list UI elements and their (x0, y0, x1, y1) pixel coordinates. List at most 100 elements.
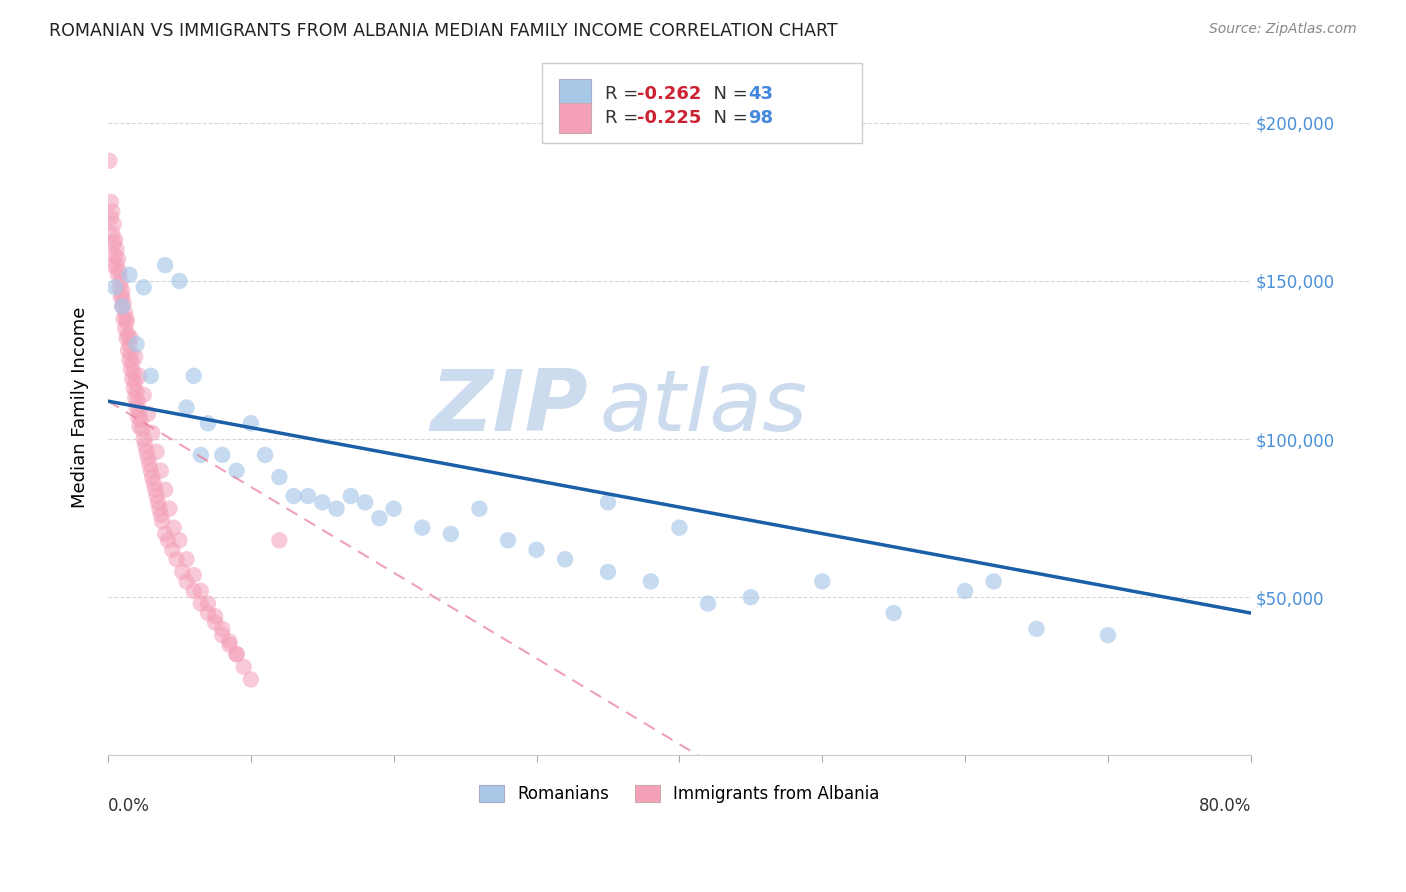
Point (232, 660, 254, 674)
Point (101, 258, 124, 272)
Point (197, 417, 219, 431)
Point (640, 574, 662, 589)
Point (121, 372, 143, 386)
Point (121, 356, 143, 370)
Point (149, 508, 172, 522)
Point (325, 501, 347, 516)
Point (148, 501, 170, 516)
Text: N =: N = (702, 85, 754, 103)
Point (166, 552, 188, 566)
Point (211, 622, 233, 636)
Point (218, 634, 240, 648)
Point (225, 464, 247, 478)
Point (153, 527, 176, 541)
Point (124, 391, 146, 405)
Point (311, 495, 333, 509)
Point (122, 382, 145, 396)
Point (183, 568, 205, 582)
Point (596, 565, 619, 579)
Point (135, 444, 157, 458)
Point (145, 489, 167, 503)
Point (127, 394, 149, 409)
Point (983, 574, 1005, 589)
Text: N =: N = (702, 109, 754, 127)
Point (108, 264, 131, 278)
Point (110, 274, 132, 288)
Point (111, 290, 134, 304)
Text: ROMANIAN VS IMMIGRANTS FROM ALBANIA MEDIAN FAMILY INCOME CORRELATION CHART: ROMANIAN VS IMMIGRANTS FROM ALBANIA MEDI… (49, 22, 838, 40)
Point (127, 409, 149, 424)
Point (697, 597, 720, 611)
Point (382, 501, 405, 516)
Point (125, 401, 148, 415)
Point (107, 252, 129, 266)
Point (297, 489, 319, 503)
Point (496, 533, 519, 548)
Point (120, 362, 142, 376)
Point (112, 312, 135, 326)
Point (157, 501, 180, 516)
Text: -0.225: -0.225 (637, 109, 702, 127)
Text: 80.0%: 80.0% (1198, 797, 1251, 815)
Y-axis label: Median Family Income: Median Family Income (72, 307, 89, 508)
Point (172, 565, 194, 579)
Point (440, 527, 463, 541)
Point (1025, 622, 1047, 636)
Point (128, 403, 150, 417)
Text: R =: R = (605, 109, 644, 127)
Point (118, 268, 141, 282)
Point (136, 407, 159, 421)
Point (118, 353, 141, 368)
Point (120, 331, 142, 345)
Point (100, 211, 122, 225)
Text: Source: ZipAtlas.com: Source: ZipAtlas.com (1209, 22, 1357, 37)
Point (1097, 628, 1119, 642)
Point (107, 268, 129, 282)
Point (142, 476, 165, 491)
Point (239, 673, 262, 687)
Point (254, 448, 277, 462)
Point (468, 501, 491, 516)
Point (145, 444, 167, 458)
Point (110, 290, 132, 304)
Point (156, 533, 179, 548)
Point (204, 609, 226, 624)
Point (128, 419, 150, 434)
Text: atlas: atlas (599, 366, 807, 449)
Point (150, 514, 173, 528)
Point (225, 647, 247, 661)
Point (111, 299, 134, 313)
Point (139, 464, 162, 478)
Point (104, 233, 127, 247)
Point (124, 375, 146, 389)
Point (163, 521, 186, 535)
Point (204, 615, 226, 630)
Point (169, 533, 191, 548)
Point (239, 417, 262, 431)
Point (105, 243, 128, 257)
Point (554, 552, 576, 566)
Point (368, 511, 391, 525)
Point (283, 489, 305, 503)
Point (526, 542, 548, 557)
Point (411, 521, 433, 535)
Legend: Romanians, Immigrants from Albania: Romanians, Immigrants from Albania (472, 778, 886, 810)
Point (883, 606, 905, 620)
Point (103, 235, 125, 250)
Point (132, 280, 155, 294)
Point (218, 638, 240, 652)
Point (129, 413, 152, 427)
Point (136, 451, 159, 466)
Point (131, 423, 153, 437)
Text: -0.262: -0.262 (637, 85, 702, 103)
Point (162, 542, 184, 557)
Point (176, 574, 198, 589)
Point (117, 327, 139, 342)
Point (112, 296, 135, 310)
Point (197, 606, 219, 620)
Point (596, 495, 619, 509)
Point (354, 495, 377, 509)
Point (115, 315, 138, 329)
Point (117, 343, 139, 358)
Point (211, 448, 233, 462)
